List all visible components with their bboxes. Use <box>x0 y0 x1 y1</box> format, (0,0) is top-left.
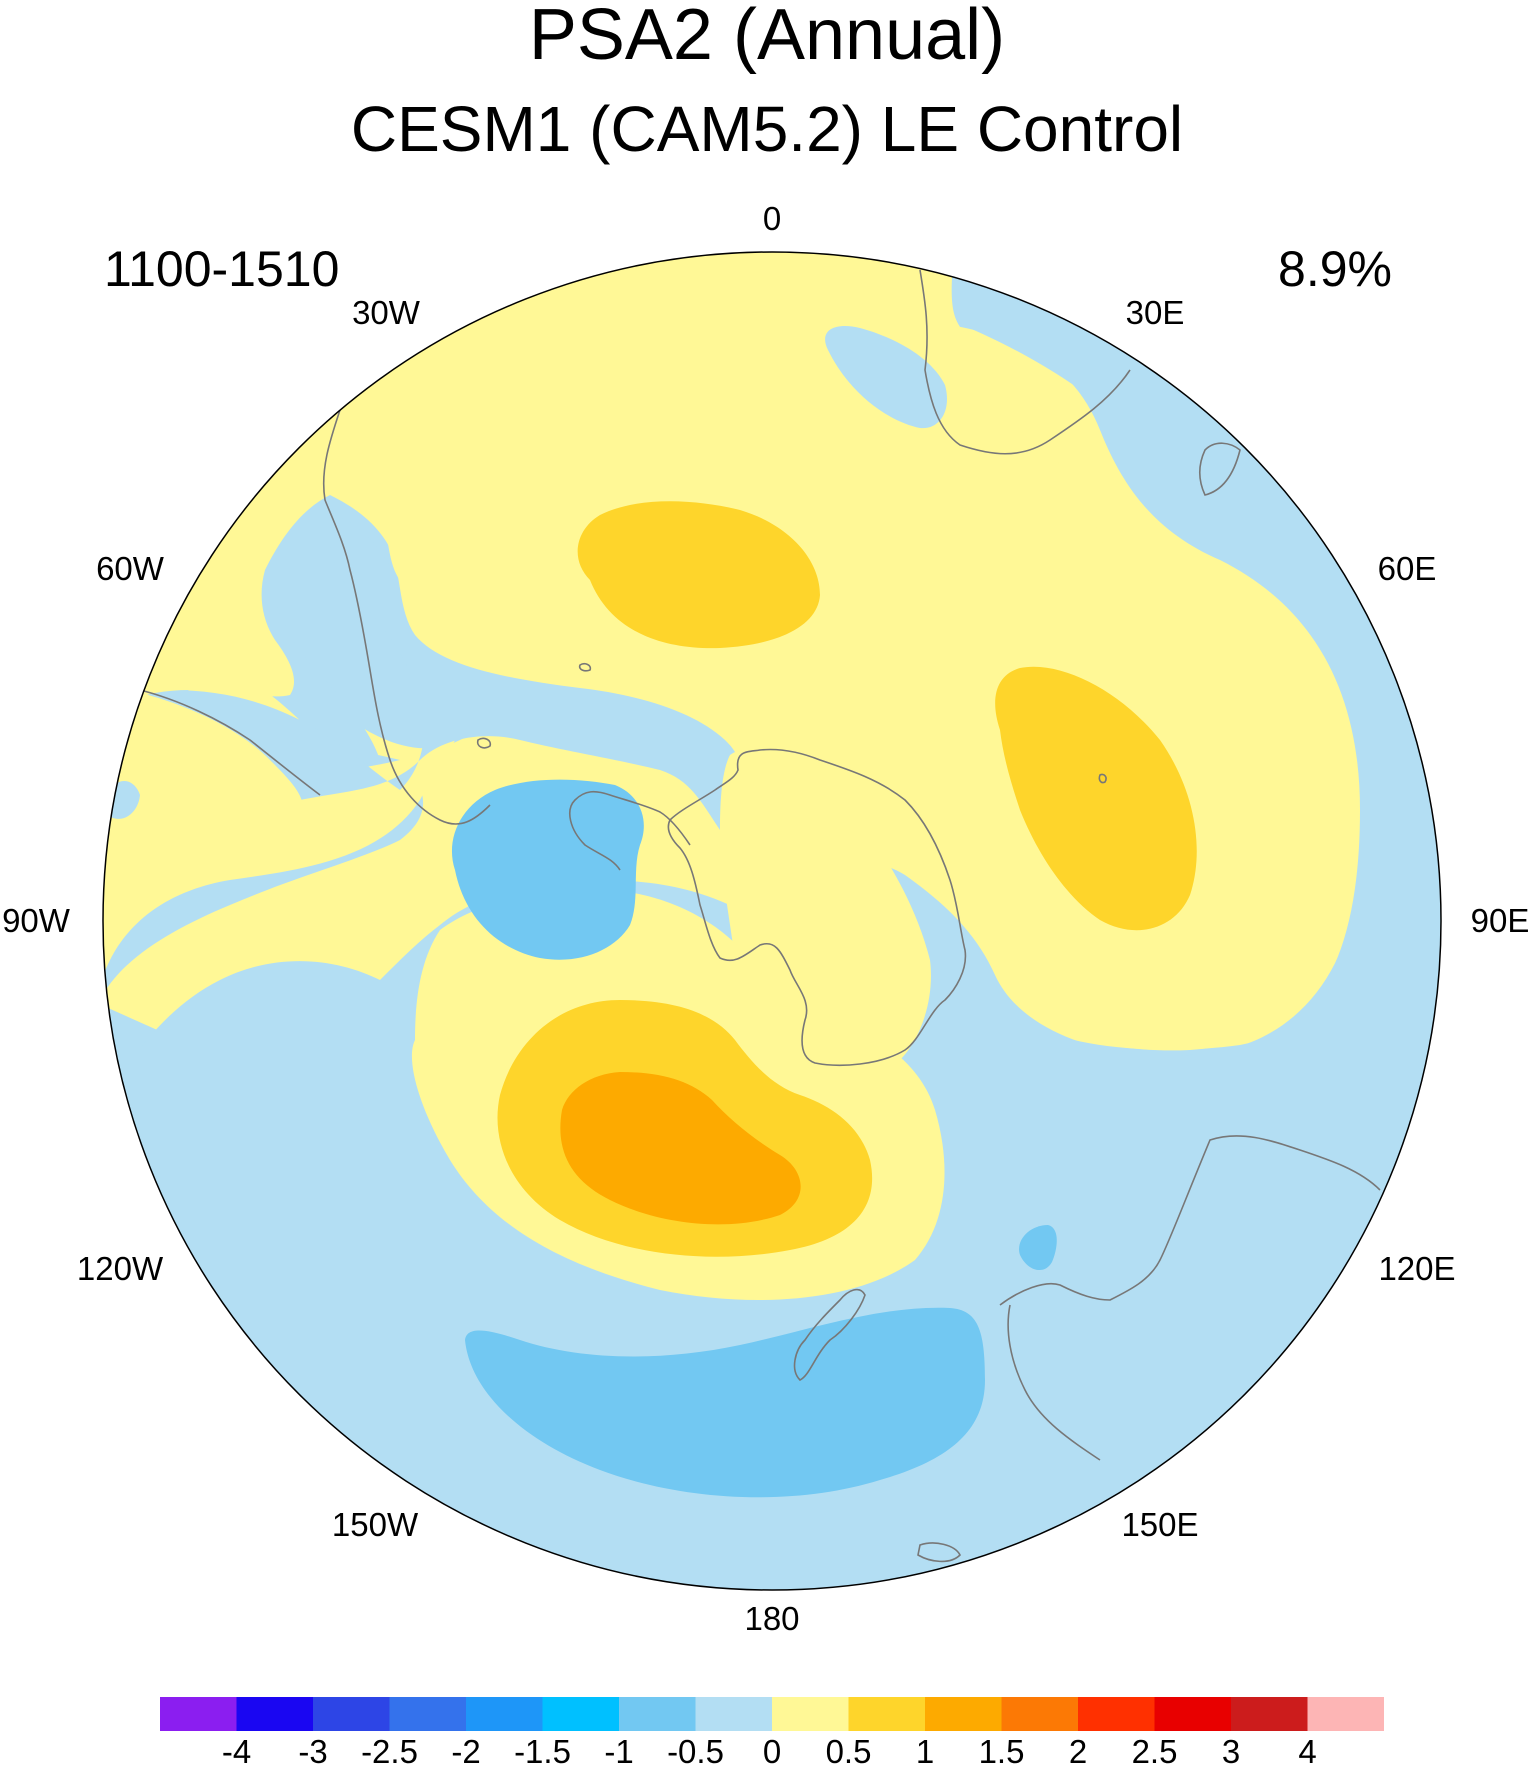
colorbar: -4 -3 -2.5 -2 -1.5 -1 -0.5 0 0.5 1 1.5 2 2.5 3 4 <box>160 1697 1384 1768</box>
colorbar-box <box>849 1697 926 1731</box>
lon-label-60e: 60E <box>1378 550 1437 587</box>
colorbar-box <box>313 1697 390 1731</box>
colorbar-label: -1 <box>604 1733 633 1768</box>
lon-label-30e: 30E <box>1126 294 1185 331</box>
colorbar-box <box>466 1697 543 1731</box>
colorbar-box <box>696 1697 773 1731</box>
lon-label-90e: 90E <box>1471 902 1530 939</box>
colorbar-labels: -4 -3 -2.5 -2 -1.5 -1 -0.5 0 0.5 1 1.5 2 2.5 3 4 <box>222 1733 1317 1768</box>
colorbar-box <box>1002 1697 1079 1731</box>
colorbar-label: 1.5 <box>979 1733 1025 1768</box>
lon-label-150e: 150E <box>1121 1506 1198 1543</box>
colorbar-box <box>1308 1697 1385 1731</box>
colorbar-box <box>390 1697 467 1731</box>
colorbar-box <box>1155 1697 1232 1731</box>
colorbar-label: -2 <box>451 1733 480 1768</box>
colorbar-box <box>772 1697 849 1731</box>
colorbar-boxes <box>160 1697 1384 1731</box>
colorbar-label: -2.5 <box>361 1733 418 1768</box>
lon-label-150w: 150W <box>332 1506 419 1543</box>
colorbar-label: 1 <box>916 1733 934 1768</box>
colorbar-box <box>1231 1697 1308 1731</box>
colorbar-label: 0 <box>763 1733 781 1768</box>
colorbar-box <box>543 1697 620 1731</box>
colorbar-label: 3 <box>1222 1733 1240 1768</box>
lon-label-90w: 90W <box>2 902 71 939</box>
colorbar-label: -4 <box>222 1733 251 1768</box>
lon-label-0: 0 <box>763 200 781 237</box>
lon-label-60w: 60W <box>96 550 165 587</box>
colorbar-box <box>619 1697 696 1731</box>
lon-label-120e: 120E <box>1378 1250 1455 1287</box>
colorbar-box <box>925 1697 1002 1731</box>
colorbar-label: 2 <box>1069 1733 1087 1768</box>
lon-label-180: 180 <box>744 1600 799 1637</box>
lon-label-120w: 120W <box>77 1250 164 1287</box>
colorbar-label: -0.5 <box>667 1733 724 1768</box>
colorbar-label: -1.5 <box>514 1733 571 1768</box>
colorbar-label: 4 <box>1298 1733 1316 1768</box>
colorbar-box <box>160 1697 237 1731</box>
colorbar-box <box>237 1697 314 1731</box>
colorbar-label: 0.5 <box>826 1733 872 1768</box>
colorbar-label: -3 <box>298 1733 327 1768</box>
colorbar-box <box>1078 1697 1155 1731</box>
map-fill-layer <box>90 240 1460 1610</box>
colorbar-label: 2.5 <box>1132 1733 1178 1768</box>
lon-label-30w: 30W <box>352 294 421 331</box>
